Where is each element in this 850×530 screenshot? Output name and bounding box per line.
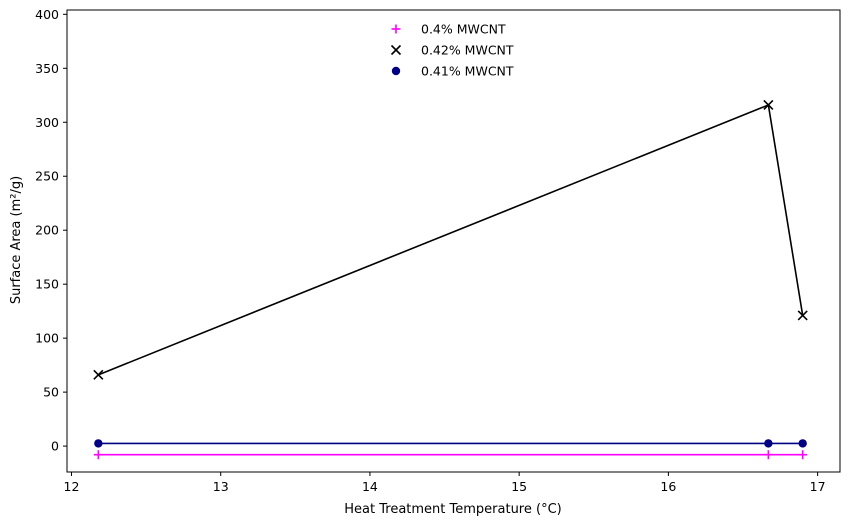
marker-stroke (390, 44, 402, 56)
x-axis-label: Heat Treatment Temperature (°C) (344, 502, 561, 517)
marker-dot (798, 439, 807, 448)
marker-stroke (797, 310, 808, 321)
legend-label: 0.41% MWCNT (421, 64, 514, 79)
data-point (763, 450, 773, 460)
series-layer (93, 99, 808, 460)
x-tick-label: 16 (660, 479, 676, 494)
marker-dot (391, 66, 401, 76)
marker-dot (94, 439, 103, 448)
y-tick-label: 300 (35, 115, 59, 130)
data-point (798, 439, 807, 448)
data-point (93, 450, 103, 460)
data-point (763, 99, 774, 111)
y-tick-label: 200 (35, 223, 59, 238)
plot-area (67, 10, 840, 472)
marker-stroke (763, 99, 774, 111)
y-tick-label: 250 (35, 169, 59, 184)
y-tick-label: 150 (35, 277, 59, 292)
legend-entry: 0.4% MWCNT (391, 22, 506, 37)
marker-stroke (93, 369, 104, 380)
x-tick-label: 12 (64, 479, 80, 494)
data-point (94, 439, 103, 448)
legend-entry: 0.41% MWCNT (391, 64, 514, 79)
marker-dot (764, 439, 773, 448)
y-tick-label: 400 (35, 7, 59, 22)
data-point (798, 450, 808, 460)
legend-marker (391, 24, 401, 34)
x-tick-label: 15 (511, 479, 527, 494)
legend-marker (391, 66, 401, 76)
axes-layer: 12 13 14 15 16 17 0 50 100 150 200 250 300 350 400 (35, 7, 841, 494)
y-axis-label: Surface Area (m²/g) (9, 176, 24, 304)
legend-marker (390, 44, 402, 56)
y-tick-label: 350 (35, 61, 59, 76)
y-tick-label: 50 (43, 385, 59, 400)
legend-label: 0.4% MWCNT (421, 22, 506, 37)
data-point (93, 369, 104, 380)
legend-entry: 0.42% MWCNT (390, 43, 514, 58)
plot-background (67, 10, 840, 472)
legend-label: 0.42% MWCNT (421, 43, 514, 58)
legend: 0.4% MWCNT 0.42% MWCNT 0.41% MWCNT (390, 22, 514, 79)
x-tick-label: 17 (810, 479, 826, 494)
plot-frame (66, 9, 841, 473)
data-point (797, 310, 808, 321)
x-tick-label: 14 (362, 479, 378, 494)
x-tick-label: 13 (213, 479, 229, 494)
y-tick-label: 100 (35, 331, 59, 346)
data-point (764, 439, 773, 448)
y-tick-label: 0 (51, 439, 59, 454)
